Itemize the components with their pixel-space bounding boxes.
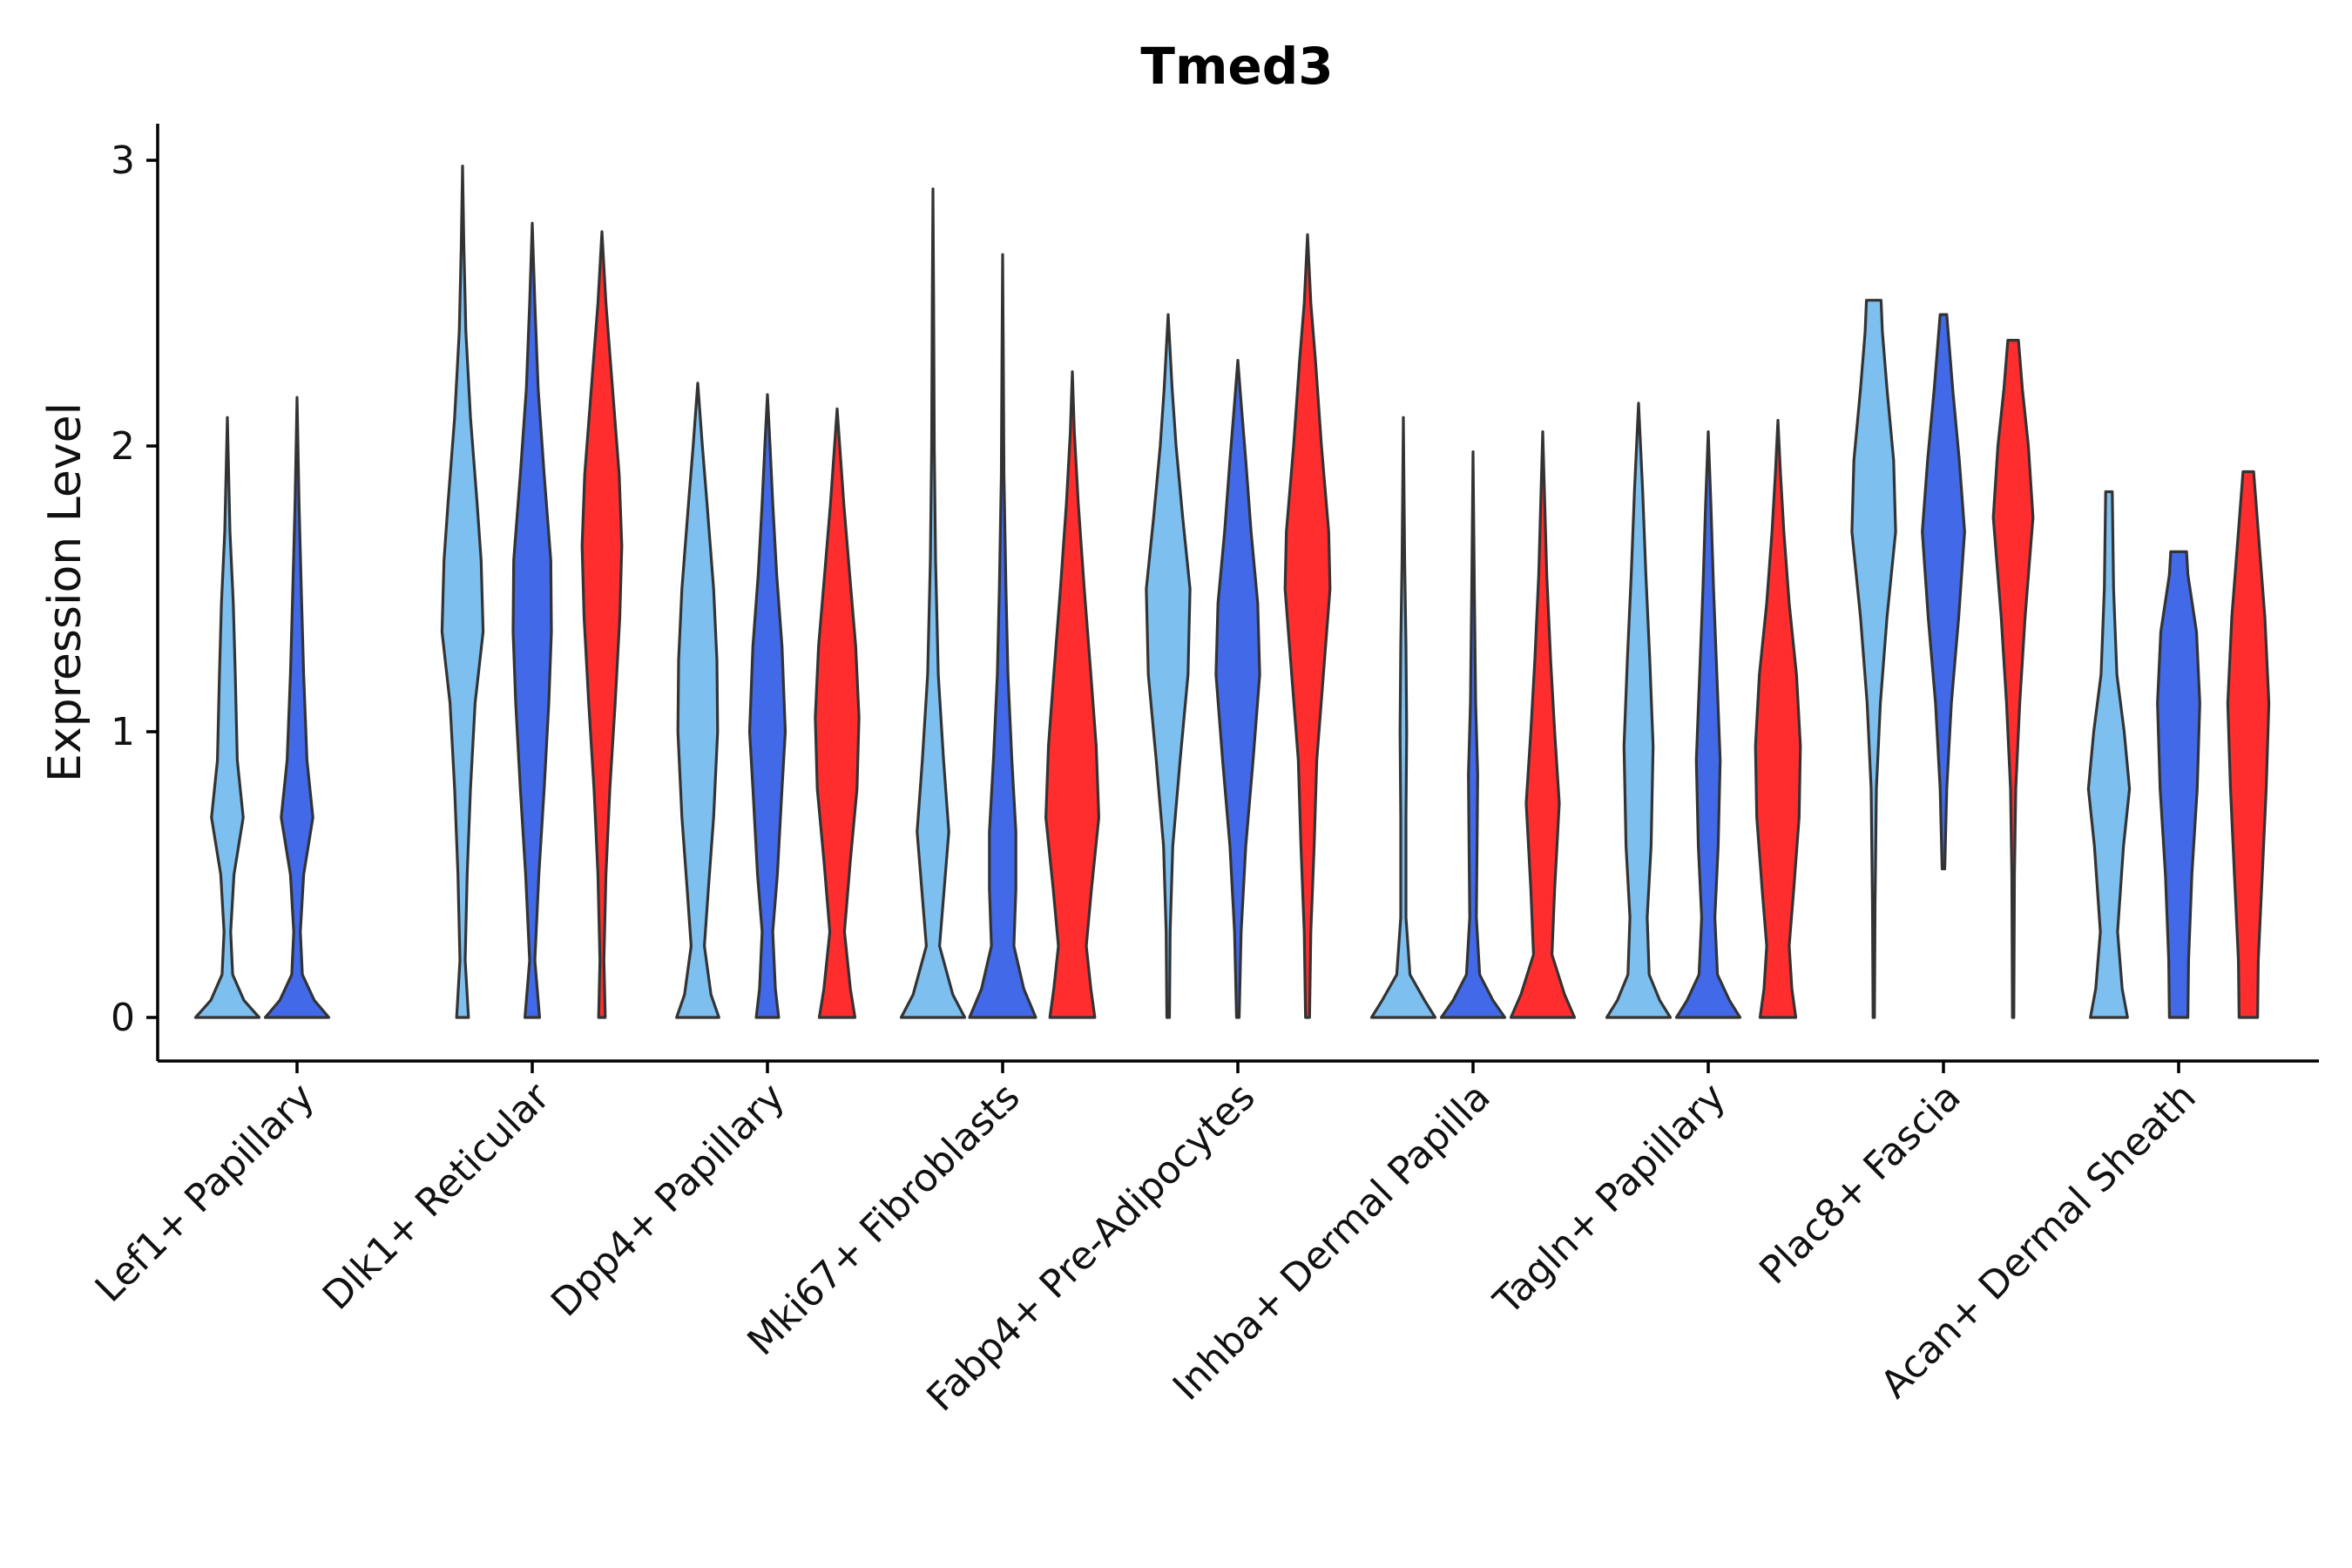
violin-0-1: [263, 395, 331, 1019]
x-tick-label: Tagln+ Papillary: [1485, 1075, 1734, 1324]
violin-1-0: [440, 165, 485, 1019]
violin-1-2: [580, 230, 624, 1019]
y-tick-label: 0: [111, 996, 135, 1040]
violin-1-1: [511, 221, 553, 1019]
violin-5-2: [1509, 430, 1577, 1019]
violin-2-2: [814, 407, 861, 1019]
violin-6-2: [1754, 418, 1802, 1019]
violin-7-0: [1850, 299, 1897, 1019]
violin-4-0: [1145, 313, 1192, 1019]
violin-7-1: [1921, 313, 1966, 870]
y-tick-label: 2: [111, 424, 135, 469]
violin-3-1: [968, 253, 1037, 1019]
violin-4-1: [1214, 359, 1261, 1019]
x-tick-label: Plac8+ Fascia: [1751, 1075, 1970, 1294]
violin-5-0: [1369, 416, 1437, 1019]
y-ticks: 0 1 2 3: [111, 139, 158, 1040]
x-tick-label: Dpp4+ Papillary: [543, 1075, 794, 1326]
y-tick-label: 1: [111, 710, 135, 754]
violin-7-2: [1991, 339, 2035, 1019]
violin-8-2: [2226, 470, 2271, 1019]
y-axis-title: Expression Level: [39, 402, 91, 782]
violin-0-0: [193, 416, 261, 1019]
violin-4-2: [1283, 233, 1332, 1019]
violin-3-0: [899, 187, 967, 1019]
violin-3-2: [1044, 370, 1100, 1019]
x-tick-label: Lef1+ Papillary: [87, 1075, 323, 1311]
violin-5-1: [1439, 450, 1507, 1019]
x-tick-label: Dlk1+ Reticular: [314, 1074, 559, 1319]
chart-title: Tmed3: [1140, 37, 1333, 96]
violin-6-1: [1674, 430, 1742, 1019]
violin-6-0: [1605, 402, 1673, 1019]
violin-layer: [193, 165, 2271, 1019]
violin-8-0: [2086, 490, 2132, 1019]
violin-2-1: [747, 393, 787, 1019]
violin-8-1: [2156, 550, 2201, 1019]
y-tick-label: 3: [111, 139, 135, 183]
violin-2-0: [675, 382, 720, 1019]
